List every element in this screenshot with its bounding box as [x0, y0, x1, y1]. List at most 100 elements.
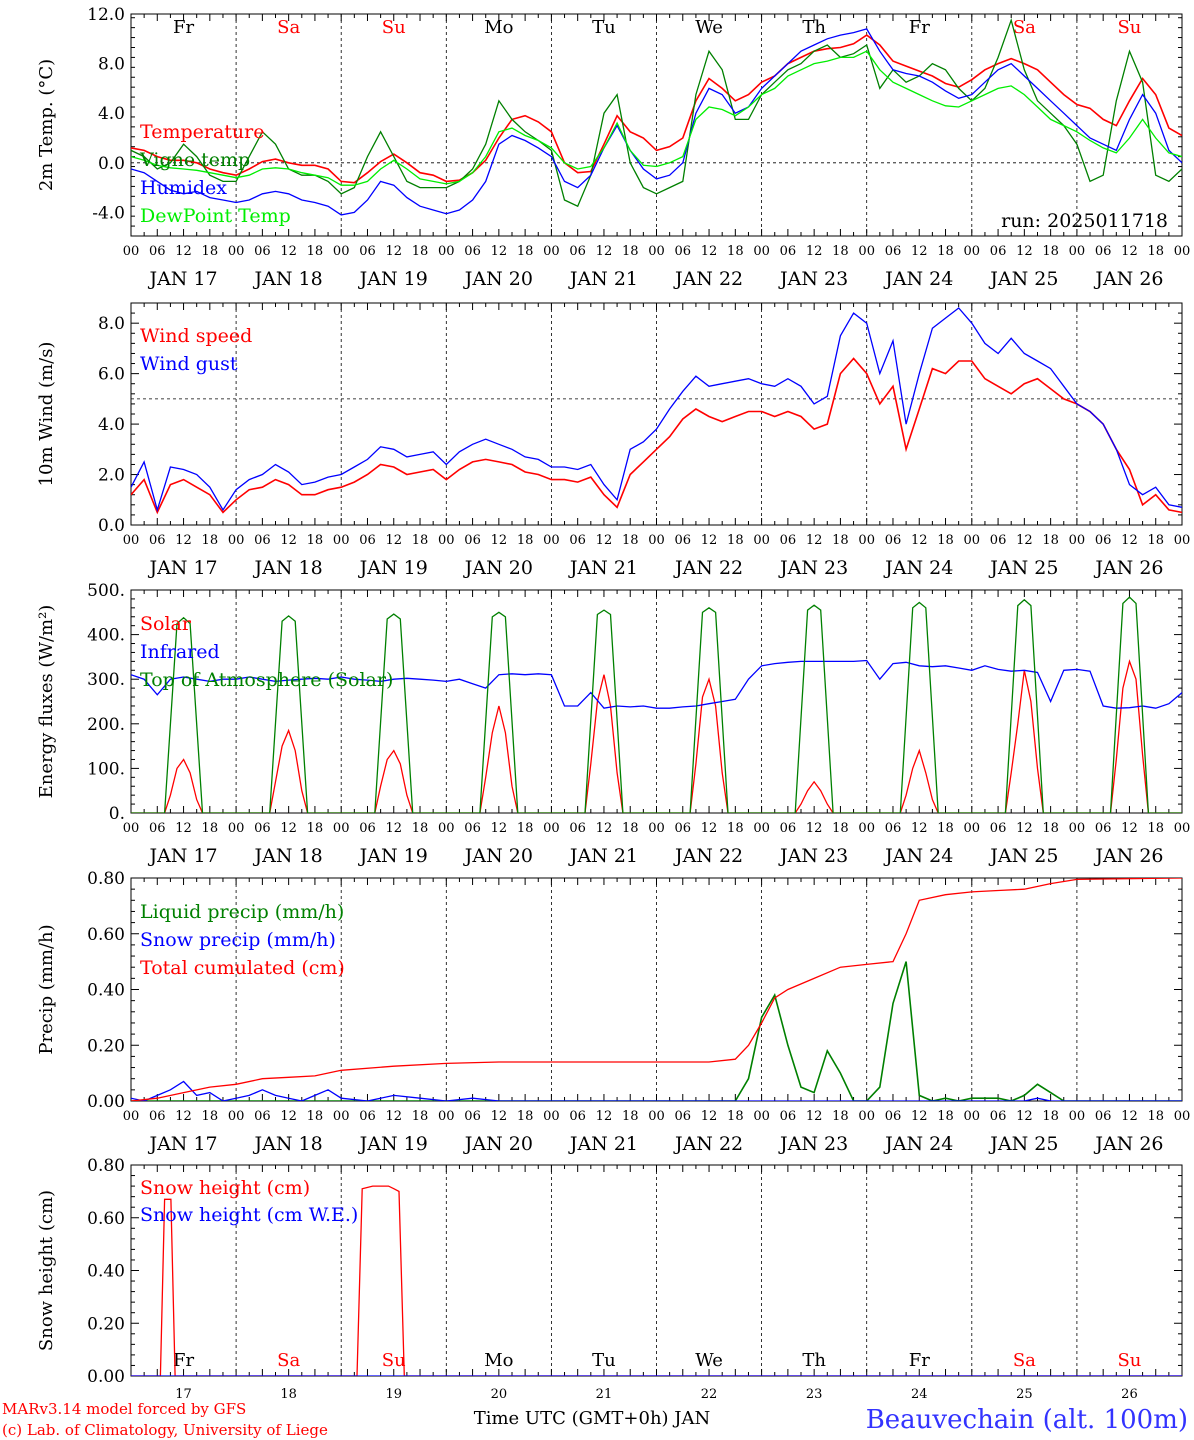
hour-label: 18 — [727, 1109, 744, 1124]
hour-label: 12 — [175, 1109, 192, 1124]
hour-label: 18 — [202, 533, 219, 548]
hour-label: 06 — [359, 244, 376, 259]
y-tick-label: 0.80 — [87, 869, 125, 889]
hour-label: 18 — [307, 821, 324, 836]
y-axis-title: Energy fluxes (W/m²) — [36, 605, 57, 799]
series-line-vigne-temp — [131, 17, 1182, 208]
hour-label: 06 — [359, 821, 376, 836]
hour-label: 12 — [596, 533, 613, 548]
y-tick-label: 0.80 — [87, 1156, 125, 1176]
hour-label: 06 — [569, 533, 586, 548]
series-line-total-cumulated-cm — [131, 878, 1182, 1101]
hour-label: 12 — [701, 821, 718, 836]
hour-label: 00 — [648, 821, 665, 836]
hour-label: 18 — [622, 821, 639, 836]
hour-label: 00 — [123, 244, 140, 259]
hour-label: 18 — [937, 821, 954, 836]
day-label: JAN 20 — [463, 557, 533, 579]
hour-label: 12 — [806, 533, 823, 548]
y-tick-label: 0.0 — [98, 516, 125, 536]
hour-label: 12 — [491, 244, 508, 259]
hour-label: 18 — [622, 533, 639, 548]
hour-label: 00 — [858, 821, 875, 836]
y-tick-label: 400. — [87, 626, 125, 646]
day-number-label: 25 — [1016, 1387, 1033, 1402]
day-label: JAN 17 — [147, 268, 217, 290]
hour-label: 00 — [543, 821, 560, 836]
legend-entry-infrared: Infrared — [140, 641, 220, 663]
meteogram-footer: Time UTC (GMT+0h) JAN MARv3.14 model for… — [2, 1400, 1188, 1439]
hour-label: 00 — [123, 533, 140, 548]
hour-label: 18 — [727, 821, 744, 836]
day-label: JAN 18 — [253, 845, 323, 867]
y-tick-label: 4.0 — [98, 104, 125, 124]
hour-label: 18 — [1147, 821, 1164, 836]
hour-label: 00 — [228, 533, 245, 548]
hour-label: 00 — [228, 1109, 245, 1124]
hour-label: 00 — [964, 821, 981, 836]
hour-label: 12 — [280, 244, 297, 259]
day-label: JAN 21 — [568, 1133, 638, 1155]
hour-label: 12 — [1016, 821, 1033, 836]
hour-label: 06 — [1095, 1109, 1112, 1124]
y-tick-label: 8.0 — [98, 55, 125, 75]
hour-label: 18 — [412, 244, 429, 259]
hour-label: 06 — [675, 244, 692, 259]
hour-label: 00 — [858, 533, 875, 548]
hour-label: 18 — [937, 244, 954, 259]
series-line-temperature — [131, 34, 1182, 184]
hour-label: 06 — [359, 533, 376, 548]
day-label: JAN 25 — [988, 845, 1058, 867]
hour-label: 06 — [990, 244, 1007, 259]
hour-label: 18 — [202, 244, 219, 259]
day-label: JAN 24 — [883, 557, 953, 579]
weekday-label: Mo — [484, 17, 513, 38]
hour-label: 00 — [858, 244, 875, 259]
legend-entry-snow-precip-mm-h: Snow precip (mm/h) — [140, 929, 336, 951]
day-label: JAN 26 — [1093, 557, 1163, 579]
day-number-label: 17 — [175, 1387, 192, 1402]
y-tick-label: 0. — [109, 804, 125, 824]
hour-label: 00 — [753, 821, 770, 836]
hour-label: 12 — [911, 244, 928, 259]
hour-label: 18 — [307, 244, 324, 259]
y-tick-label: 0.20 — [87, 1036, 125, 1056]
hour-label: 18 — [832, 533, 849, 548]
hour-label: 18 — [832, 1109, 849, 1124]
series-line-humidex — [131, 28, 1182, 216]
y-tick-label: 300. — [87, 670, 125, 690]
day-label: JAN 20 — [463, 1133, 533, 1155]
hour-label: 18 — [1042, 1109, 1059, 1124]
day-label: JAN 18 — [253, 557, 323, 579]
hour-label: 06 — [149, 244, 166, 259]
weekday-label: Mo — [484, 1350, 513, 1371]
hour-label: 12 — [701, 533, 718, 548]
hour-label: 00 — [753, 244, 770, 259]
hour-label: 12 — [596, 244, 613, 259]
day-label: JAN 19 — [358, 1133, 428, 1155]
hour-label: 18 — [832, 821, 849, 836]
hour-label: 18 — [517, 821, 534, 836]
hour-label: 18 — [412, 821, 429, 836]
hour-label: 00 — [543, 1109, 560, 1124]
y-tick-label: 200. — [87, 715, 125, 735]
day-label: JAN 26 — [1093, 845, 1163, 867]
hour-label: 18 — [622, 1109, 639, 1124]
hour-label: 06 — [1095, 244, 1112, 259]
day-label: JAN 19 — [358, 268, 428, 290]
hour-label: 00 — [964, 1109, 981, 1124]
hour-label: 00 — [438, 1109, 455, 1124]
weekday-label: Su — [382, 1350, 406, 1371]
hour-label: 18 — [517, 1109, 534, 1124]
hour-label: 12 — [806, 1109, 823, 1124]
hour-label: 12 — [385, 533, 402, 548]
y-tick-label: 0.20 — [87, 1314, 125, 1334]
panel-3: 0. 100. 200. 300. 400. 500. Energy fluxes (W/m… — [36, 581, 1190, 867]
hour-label: 00 — [858, 1109, 875, 1124]
weekday-label: Tu — [592, 17, 616, 38]
day-label: JAN 24 — [883, 845, 953, 867]
legend-entry-dewpoint-temp: DewPoint Temp — [140, 205, 291, 227]
hour-label: 18 — [517, 533, 534, 548]
weekday-label: Sa — [1013, 1350, 1036, 1371]
